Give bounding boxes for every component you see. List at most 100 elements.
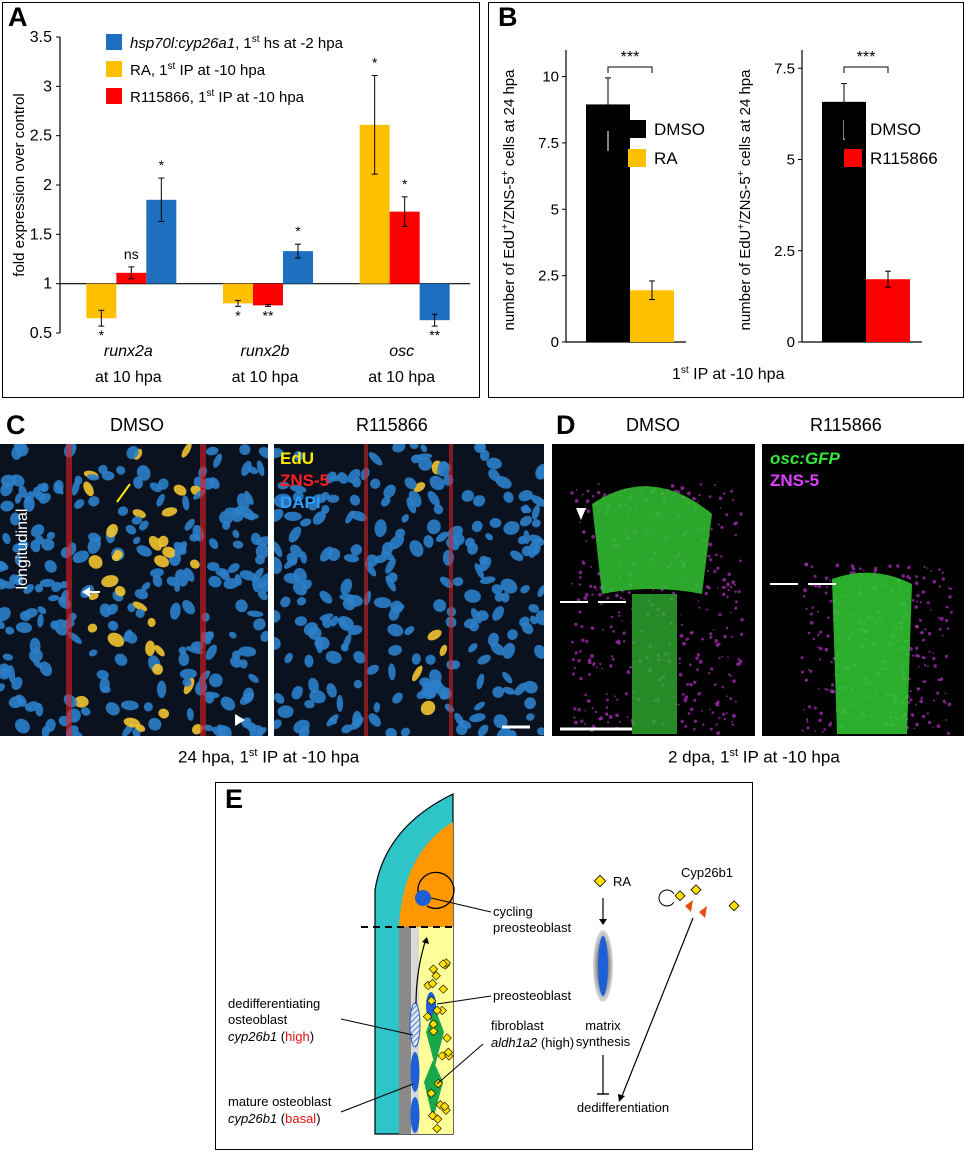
b-legend-swatch (628, 149, 646, 167)
b-ytick-label: 7.5 (774, 60, 795, 77)
a-category-label: osc (389, 343, 414, 360)
a-sig-label: * (295, 223, 301, 239)
panel-c-label: C (6, 410, 26, 440)
dediff-level: high (285, 1029, 310, 1044)
mature-gene: cyp26b1 (228, 1111, 277, 1126)
b-sig-label: *** (621, 49, 640, 66)
a-category-label: runx2a (104, 343, 153, 360)
fibro-gene: aldh1a2 (491, 1035, 538, 1050)
a-legend-label: R115866, 1st IP at -10 hpa (130, 88, 305, 106)
label-preosteoblast: preosteoblast (493, 988, 571, 1003)
label-dediff-2: osteoblast (228, 1012, 288, 1027)
diagram-e: cycling preosteoblast preosteoblast dedi… (228, 793, 740, 1135)
a-bar (223, 283, 253, 304)
caption-d-sup: st (729, 747, 739, 759)
cyp-fragment-1 (685, 900, 693, 912)
label-mature-2: cyp26b1 (basal) (228, 1111, 321, 1126)
label-cycling: cycling (493, 904, 533, 919)
leader-cycling (430, 897, 492, 913)
cyp-fragment-2 (699, 906, 707, 918)
b-ytick-label: 5 (787, 152, 795, 169)
a-category-sub: at 10 hpa (232, 369, 299, 386)
legend-osc-gfp: osc:GFP (770, 449, 840, 468)
b-ytick-label: 10 (542, 69, 559, 86)
a-sig-label: ** (429, 327, 440, 343)
panel-c-side-label: longitudinal (14, 508, 31, 590)
a-legend-label: hsp70l:cyp26a1, 1st hs at -2 hpa (130, 34, 344, 52)
panel-d-label: D (556, 410, 576, 440)
b-bar (822, 101, 866, 342)
dedifferentiating-osteoblast-cell (409, 1002, 421, 1048)
b-legend-label: RA (654, 149, 678, 168)
a-ytick-label: 0.5 (30, 325, 52, 342)
arrow-dediff-to-preo (415, 941, 426, 1005)
leader-preo (436, 995, 492, 1005)
b-legend-swatch (844, 120, 862, 138)
b-xlabel: 1st IP at -10 hpa (672, 365, 785, 383)
label-dediff-1: dedifferentiating (228, 996, 320, 1011)
legend-zns5-d: ZNS-5 (770, 471, 820, 490)
panel-d-legend: osc:GFP ZNS-5 (770, 448, 840, 492)
cyp26b1-mouth (667, 892, 677, 904)
panel-d-caption: 2 dpa, 1st IP at -10 hpa (668, 747, 840, 768)
b-bar (866, 279, 910, 342)
b-sig-label: *** (857, 49, 876, 66)
b-ylabel: number of EdU+/ZNS-5+ cells at 24 hpa (500, 69, 518, 331)
label-preosteoblast-top: preosteoblast (493, 920, 571, 935)
cycling-preosteoblast-cell (415, 890, 431, 906)
caption-c-pre: 24 hpa, 1 (178, 747, 249, 767)
fibroblast-cell-2 (424, 1060, 443, 1120)
arrowhead-cyp (618, 1094, 625, 1102)
leader-fibro (436, 1043, 484, 1085)
arrowhead-dediff (422, 937, 429, 944)
panel-d-title-r115866: R115866 (810, 415, 882, 435)
a-sig-label: * (402, 176, 408, 192)
b-ytick-label: 2.5 (538, 268, 559, 285)
leader-dediff (340, 1018, 414, 1036)
a-ytick-label: 3.5 (30, 29, 52, 46)
b-ytick-label: 0 (787, 334, 795, 351)
panel-d-title-dmso: DMSO (626, 415, 680, 435)
fibro-level: (high) (541, 1035, 574, 1050)
label-synthesis: synthesis (576, 1034, 631, 1049)
a-sig-label: * (372, 54, 378, 70)
panel-c-title-r115866: R115866 (356, 415, 428, 435)
panel-c-title-dmso: DMSO (110, 415, 164, 435)
panel-b-label: B (498, 2, 518, 32)
a-ytick-label: 1 (43, 276, 52, 293)
a-sig-label: * (159, 157, 165, 173)
cyp-ra-1 (674, 890, 686, 902)
label-cyp26b1: Cyp26b1 (681, 865, 733, 880)
label-mature-1: mature osteoblast (228, 1094, 332, 1109)
caption-c-sup: st (248, 747, 258, 759)
b-legend-label: R115866 (870, 149, 938, 168)
panel-e-frame (215, 782, 753, 1150)
a-category-sub: at 10 hpa (368, 369, 435, 386)
leader-mature (340, 1083, 414, 1113)
a-ytick-label: 1.5 (30, 226, 52, 243)
cyp-ra-3 (728, 900, 740, 912)
micrograph-c-dmso (0, 444, 268, 736)
chart-a: 0.5 1 1.5 2 2.5 3 3.5 fold expression over cont… (11, 29, 470, 386)
a-sig-label: * (99, 327, 105, 343)
mature-level: basal (285, 1111, 316, 1126)
micrograph-d-r115866 (762, 444, 964, 736)
a-ylabel: fold expression over control (11, 93, 28, 276)
caption-c-post: IP at -10 hpa (257, 747, 360, 767)
panel-a-frame (2, 2, 480, 398)
ra-diamond-symbol (593, 874, 607, 888)
b-legend-label: DMSO (654, 120, 705, 139)
panel-a-label: A (8, 2, 28, 32)
b-sig-bracket (843, 66, 889, 73)
micrograph-d-dmso (552, 444, 755, 736)
a-sig-label: ns (124, 246, 139, 262)
arrowhead-ra (599, 919, 607, 925)
a-sig-label: * (235, 307, 241, 323)
dediff-gene: cyp26b1 (228, 1029, 277, 1044)
a-category-label: runx2b (241, 343, 290, 360)
ra-diamonds (422, 958, 454, 1134)
mature-osteoblast-cell-1 (410, 1052, 420, 1092)
panel-c-caption: 24 hpa, 1st IP at -10 hpa (178, 747, 359, 768)
b-ytick-label: 7.5 (538, 135, 559, 152)
a-ytick-label: 2.5 (30, 128, 52, 145)
